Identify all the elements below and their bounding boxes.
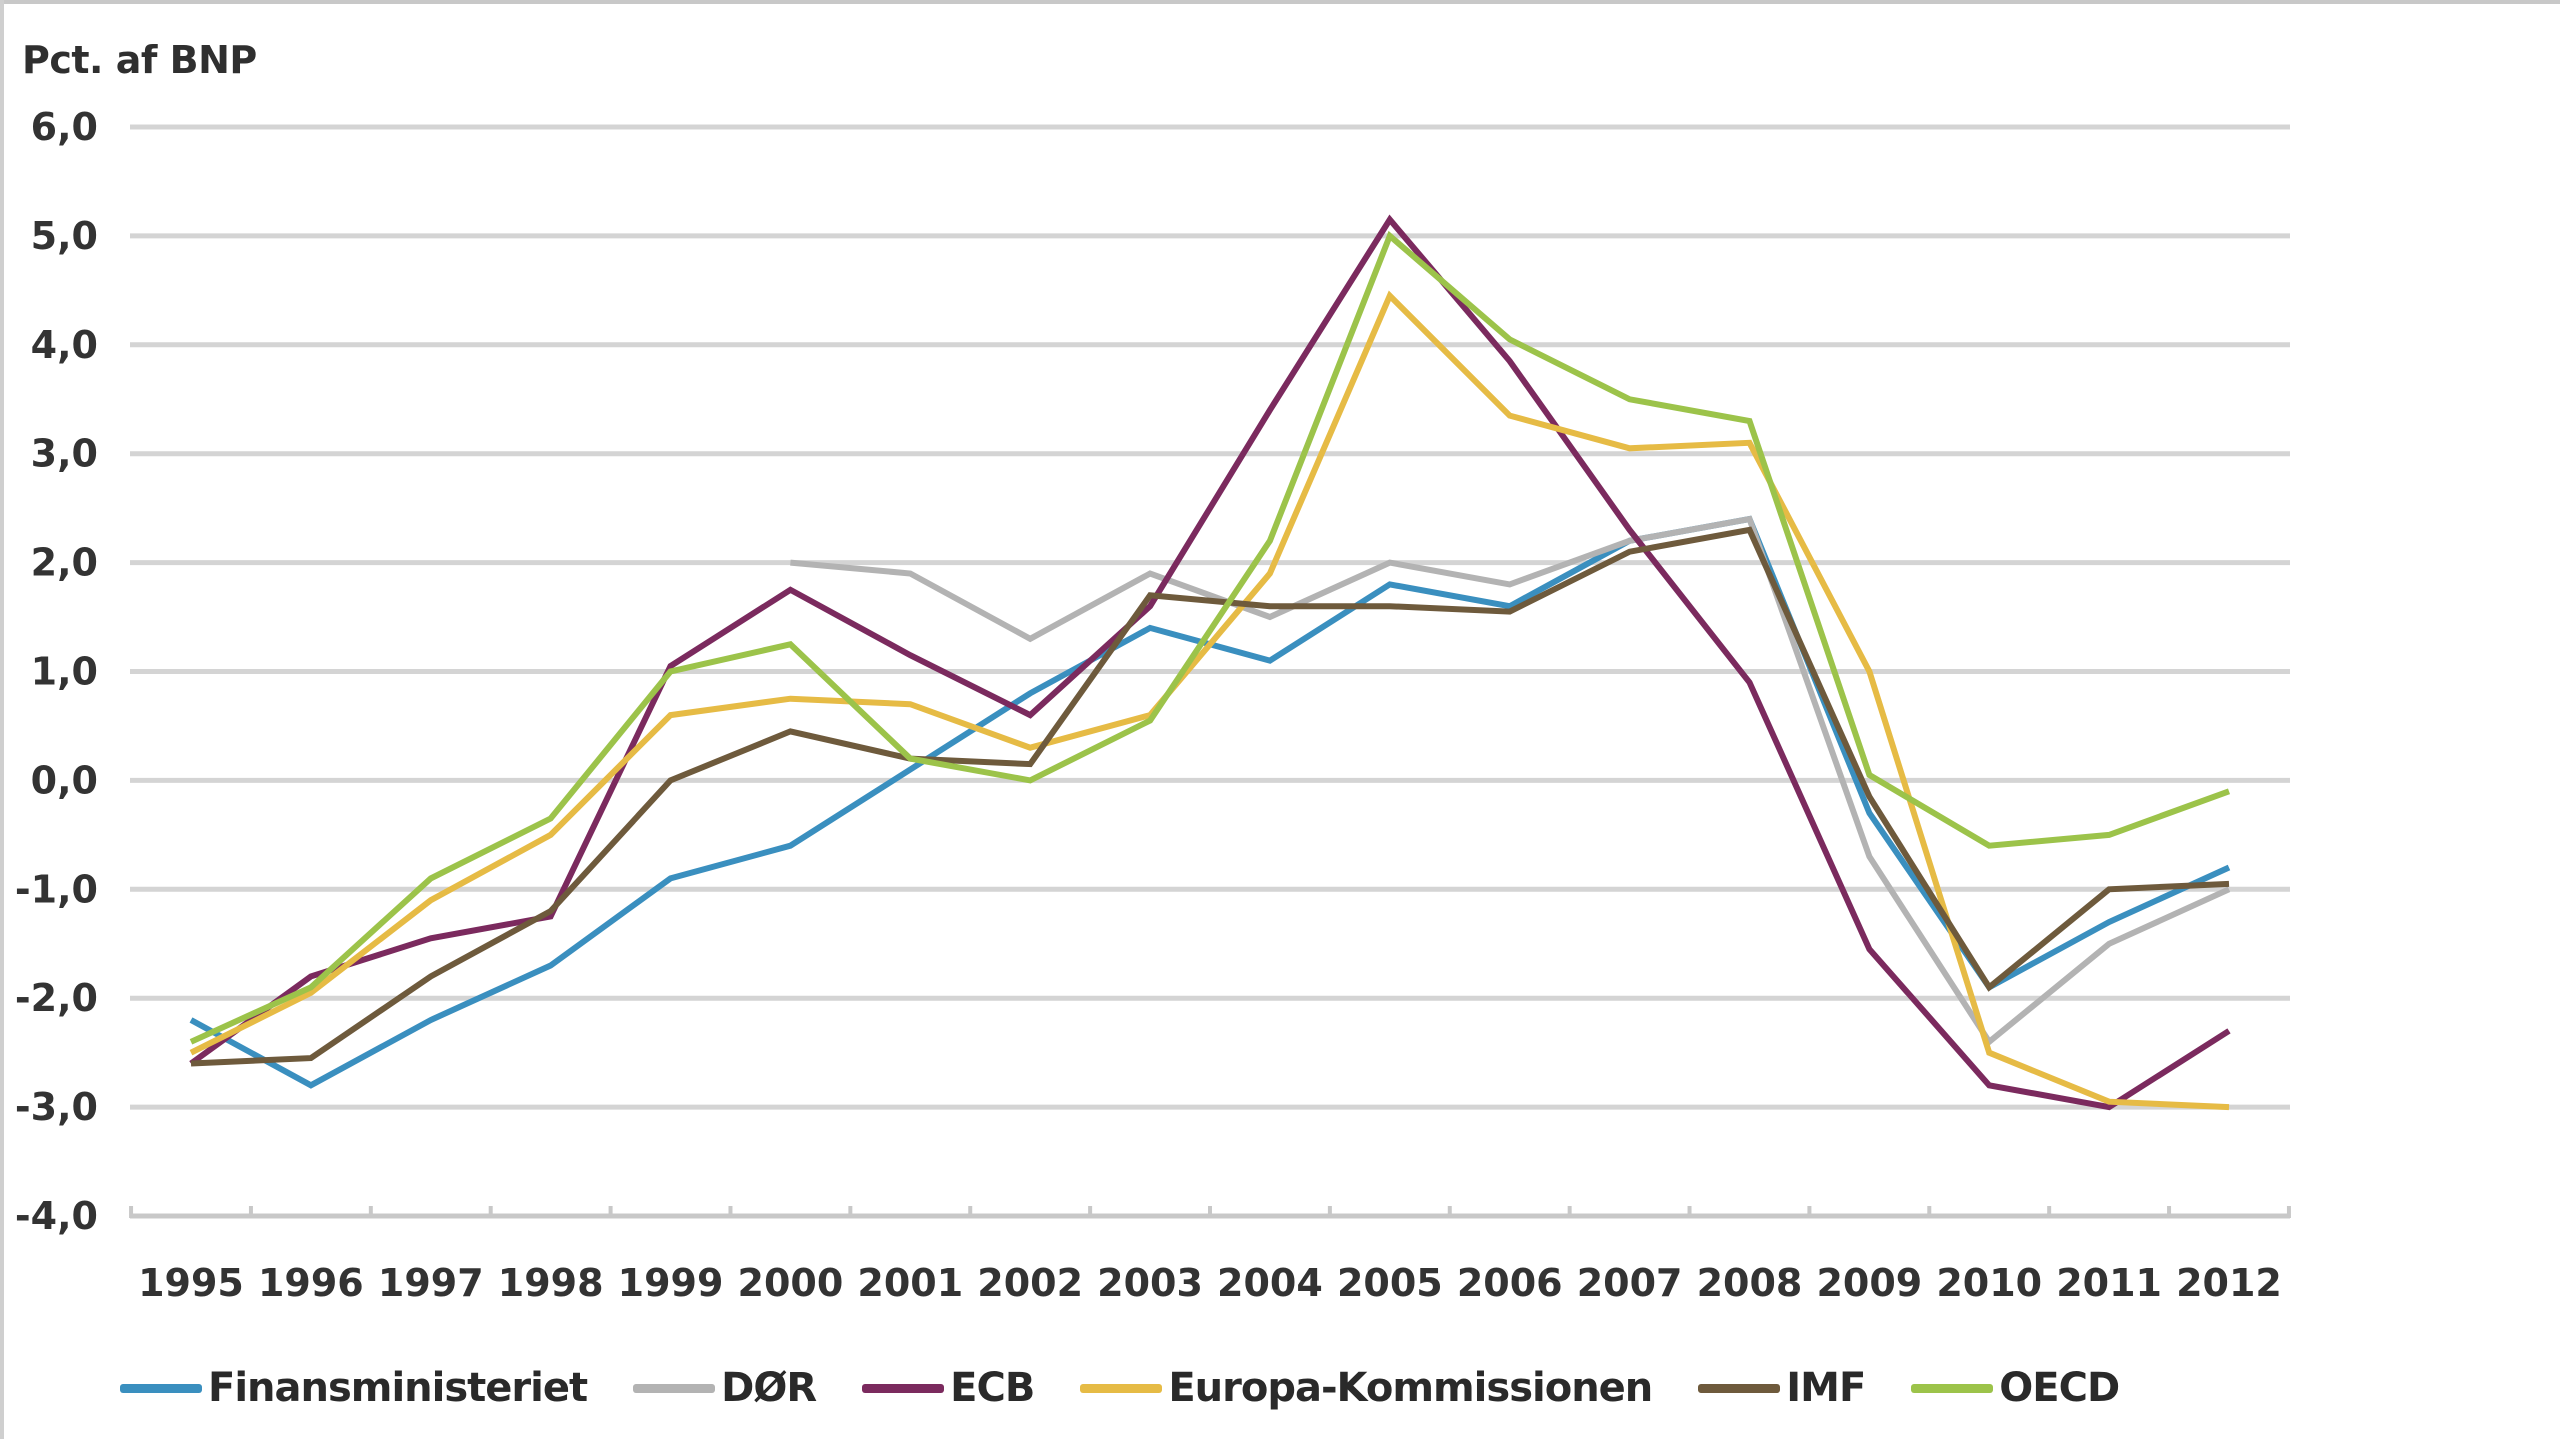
legend-label: Europa-Kommissionen: [1168, 1365, 1653, 1411]
legend-swatch-finansministeriet: [120, 1383, 202, 1393]
y-tick-label: -1,0: [15, 867, 98, 911]
legend-label: Finansministeriet: [208, 1365, 588, 1411]
legend-item-europa-kommissionen: Europa-Kommissionen: [1080, 1365, 1653, 1411]
series-line-imf: [190, 526, 2230, 1067]
x-tick-label: 2003: [1097, 1261, 1203, 1305]
legend-item-oecd: OECD: [1911, 1365, 2120, 1411]
x-tick-label: 2011: [2056, 1261, 2162, 1305]
series-line-europa-kommissionen: [189, 290, 2230, 1111]
x-tick-label: 1996: [258, 1261, 364, 1305]
legend-label: DØR: [721, 1365, 817, 1411]
y-tick-label: -2,0: [15, 976, 98, 1020]
legend-item-dor: DØR: [633, 1365, 817, 1411]
series-line-oecd: [189, 230, 2231, 1045]
y-axis-title: Pct. af BNP: [22, 38, 257, 82]
y-tick-label: 2,0: [31, 541, 98, 585]
x-tick-label: 1998: [498, 1261, 604, 1305]
x-tick-label: 1997: [378, 1261, 484, 1305]
legend-label: ECB: [950, 1365, 1035, 1411]
x-tick-label: 2010: [1936, 1261, 2042, 1305]
legend-item-imf: IMF: [1698, 1365, 1866, 1411]
legend-label: IMF: [1786, 1365, 1866, 1411]
x-tick-label: 2009: [1816, 1261, 1922, 1305]
series-line-ecb: [189, 214, 2231, 1111]
x-tick-label: 2000: [738, 1261, 844, 1305]
legend-swatch-ecb: [862, 1383, 945, 1393]
legend-item-ecb: ECB: [862, 1365, 1035, 1411]
x-tick-label: 2007: [1577, 1261, 1683, 1305]
x-tick-label: 2005: [1337, 1261, 1443, 1305]
legend-swatch-oecd: [1911, 1383, 1994, 1393]
series-line-d-r: [790, 515, 2231, 1047]
y-tick-label: 0,0: [31, 758, 98, 802]
x-tick-label: 2006: [1457, 1261, 1563, 1305]
y-tick-label: -3,0: [15, 1085, 98, 1129]
x-tick-label: 2001: [857, 1261, 963, 1305]
data-series: [189, 214, 2231, 1111]
legend-swatch-dor: [633, 1383, 716, 1393]
legend-label: OECD: [1999, 1365, 2120, 1411]
y-tick-label: 4,0: [31, 323, 98, 367]
x-tick-label: 2008: [1697, 1261, 1803, 1305]
x-axis-labels: 1995 1996 1997 1998 1999 2000 2001 2002 2003 2004…: [138, 1261, 2282, 1305]
x-tick-label: 1999: [618, 1261, 724, 1305]
legend-item-finansministeriet: Finansministeriet: [120, 1365, 588, 1411]
y-axis-ticks: 6,0 5,0 4,0 3,0 2,0 1,0 0,0 -1,0 -2,0 -3,0 -4,0: [15, 105, 98, 1238]
frame-left-border: [0, 0, 4, 1439]
gridlines: [130, 124, 2290, 1110]
y-tick-label: 6,0: [31, 105, 98, 149]
legend-swatch-imf: [1698, 1383, 1781, 1393]
x-tick-label: 2004: [1217, 1261, 1323, 1305]
legend-swatch-europa-kommissionen: [1080, 1383, 1163, 1393]
y-tick-label: 3,0: [31, 432, 98, 476]
y-tick-label: -4,0: [15, 1194, 98, 1238]
x-tick-label: 2012: [2176, 1261, 2282, 1305]
x-tick-label: 1995: [138, 1261, 244, 1305]
x-tick-label: 2002: [977, 1261, 1083, 1305]
line-chart: 6,0 5,0 4,0 3,0 2,0 1,0 0,0 -1,0 -2,0 -3,0 -4,0 19…: [15, 105, 2291, 1305]
y-tick-label: 1,0: [31, 650, 98, 694]
frame-top-border: [0, 0, 2560, 4]
x-axis: [129, 1206, 2291, 1219]
y-tick-label: 5,0: [31, 214, 98, 258]
chart-legend: Finansministeriet DØR ECB Europa-Kommiss…: [120, 1365, 2120, 1411]
